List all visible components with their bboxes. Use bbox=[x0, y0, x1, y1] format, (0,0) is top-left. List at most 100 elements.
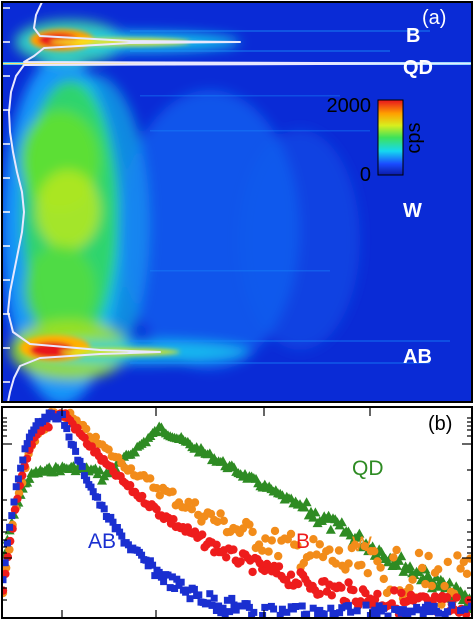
data-point bbox=[459, 557, 468, 567]
data-point bbox=[315, 589, 324, 599]
data-point bbox=[126, 481, 135, 490]
data-point bbox=[404, 611, 412, 618]
heatmap-intensity bbox=[2, 2, 472, 402]
data-point bbox=[144, 562, 152, 570]
data-point bbox=[283, 608, 291, 616]
data-point bbox=[184, 586, 192, 594]
data-point bbox=[424, 601, 432, 609]
data-point bbox=[21, 445, 29, 453]
data-point bbox=[245, 520, 254, 529]
data-point bbox=[379, 574, 388, 584]
data-point bbox=[204, 599, 212, 607]
data-point bbox=[76, 457, 84, 465]
data-point bbox=[213, 517, 222, 526]
data-point bbox=[82, 424, 91, 434]
data-point bbox=[468, 602, 472, 610]
data-point bbox=[212, 607, 220, 614]
data-point bbox=[373, 589, 382, 599]
data-point bbox=[298, 602, 306, 610]
data-point bbox=[389, 553, 398, 562]
data-point bbox=[414, 548, 424, 558]
data-point bbox=[278, 605, 286, 613]
data-point bbox=[457, 606, 465, 614]
data-point bbox=[264, 547, 273, 556]
data-point bbox=[78, 462, 86, 470]
data-point bbox=[221, 610, 229, 617]
data-point bbox=[91, 432, 101, 442]
data-point bbox=[430, 602, 438, 610]
data-point bbox=[8, 512, 16, 520]
data-point bbox=[142, 556, 150, 564]
data-point bbox=[94, 493, 102, 501]
data-point bbox=[222, 553, 231, 562]
region-label-ab: AB bbox=[403, 346, 432, 368]
data-point bbox=[54, 415, 62, 423]
panel-a: 2000 0 cps B QD W AB (a) bbox=[1, 1, 473, 403]
data-point bbox=[23, 440, 31, 448]
data-point bbox=[347, 608, 355, 616]
data-point bbox=[186, 595, 194, 603]
data-point bbox=[171, 585, 179, 592]
data-point bbox=[344, 559, 353, 568]
data-point bbox=[336, 517, 347, 527]
data-point bbox=[65, 433, 73, 441]
data-point bbox=[116, 528, 124, 536]
data-point bbox=[325, 524, 336, 534]
data-point bbox=[236, 557, 245, 566]
data-point bbox=[250, 608, 258, 616]
data-point bbox=[390, 586, 399, 595]
data-point bbox=[274, 551, 283, 561]
data-point bbox=[69, 441, 77, 449]
data-point bbox=[107, 513, 115, 521]
data-point bbox=[293, 541, 302, 550]
series-label-w: W bbox=[352, 533, 372, 556]
data-point bbox=[261, 534, 270, 543]
data-point bbox=[6, 523, 14, 531]
data-point bbox=[151, 572, 159, 580]
data-point bbox=[443, 557, 452, 567]
data-point bbox=[399, 606, 407, 614]
region-label-b: B bbox=[406, 25, 420, 47]
data-point bbox=[376, 563, 385, 572]
data-point bbox=[397, 588, 406, 598]
data-point bbox=[299, 502, 310, 512]
data-point bbox=[204, 448, 215, 458]
data-point bbox=[194, 510, 203, 520]
data-point bbox=[354, 528, 365, 538]
data-point bbox=[387, 599, 396, 608]
panel-b: (b) AB B W QD bbox=[1, 406, 473, 619]
data-point bbox=[113, 524, 121, 531]
data-point bbox=[349, 585, 358, 595]
data-point bbox=[2, 569, 10, 579]
data-point bbox=[118, 532, 126, 540]
data-point bbox=[405, 561, 415, 571]
data-point bbox=[397, 609, 405, 617]
series-label-ab: AB bbox=[88, 530, 116, 553]
data-point bbox=[362, 601, 370, 609]
panel-a-tag: (a) bbox=[422, 7, 446, 29]
data-point bbox=[190, 585, 198, 593]
data-point bbox=[310, 507, 321, 517]
data-point bbox=[24, 473, 35, 483]
data-point bbox=[361, 588, 370, 598]
data-point bbox=[10, 498, 18, 506]
colorbar-min-label: 0 bbox=[360, 164, 371, 186]
data-point bbox=[234, 602, 242, 610]
colorbar-gradient bbox=[377, 99, 404, 176]
data-point bbox=[309, 604, 317, 612]
data-point bbox=[391, 560, 402, 570]
data-point bbox=[138, 491, 147, 501]
data-point bbox=[248, 567, 257, 577]
data-point bbox=[168, 487, 177, 496]
data-point bbox=[270, 526, 280, 536]
data-point bbox=[398, 566, 409, 576]
data-point bbox=[380, 604, 388, 612]
data-point bbox=[19, 456, 27, 464]
data-point bbox=[394, 555, 404, 565]
data-point bbox=[173, 575, 181, 583]
data-point bbox=[427, 581, 436, 591]
data-point bbox=[334, 546, 344, 555]
data-point bbox=[219, 604, 227, 612]
data-point bbox=[5, 545, 14, 554]
